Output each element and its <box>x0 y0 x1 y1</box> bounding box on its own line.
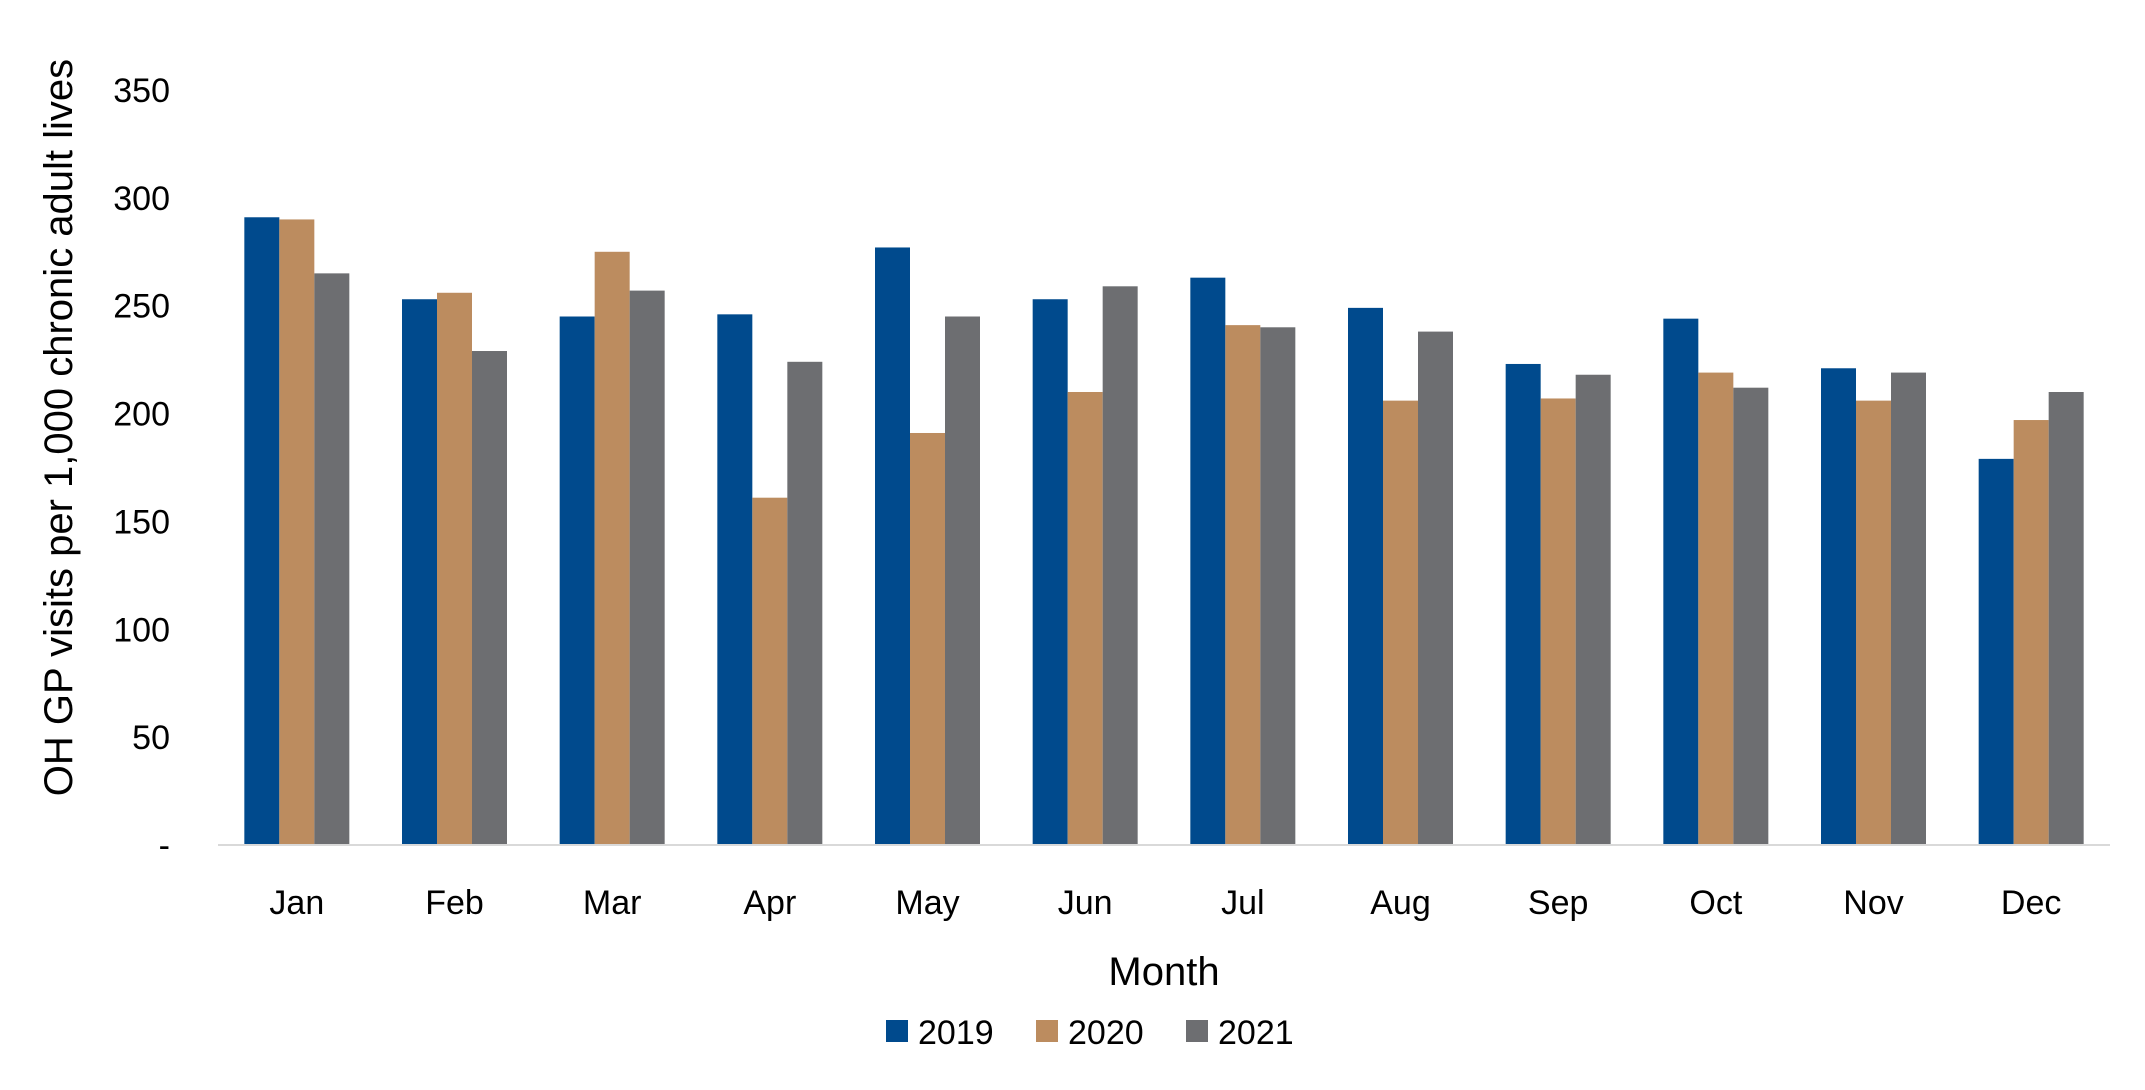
bar-2021-jun <box>1102 286 1138 845</box>
legend-swatch-2019 <box>886 1020 908 1042</box>
bar-2019-jul <box>1190 277 1226 845</box>
bar-2019-oct <box>1663 318 1699 845</box>
bar-2021-mar <box>629 290 665 845</box>
bar-2020-apr <box>752 497 788 845</box>
legend-swatch-2020 <box>1036 1020 1058 1042</box>
legend-label-2019: 2019 <box>918 1014 994 1052</box>
bar-2019-nov <box>1821 368 1856 845</box>
bar-2019-sep <box>1505 363 1541 845</box>
bar-2021-jan <box>314 273 350 845</box>
y-axis-ticks: - 50 100 150 200 250 300 350 <box>113 72 170 865</box>
y-tick-label: 150 <box>113 503 170 541</box>
bar-2021-nov <box>1891 372 1926 845</box>
x-axis-title: Month <box>1108 950 1219 994</box>
bar-2019-aug <box>1348 307 1383 845</box>
bar-2020-mar <box>594 251 630 846</box>
bar-2021-apr <box>787 361 823 845</box>
bar-2021-oct <box>1733 387 1769 845</box>
x-tick-label: Dec <box>2001 884 2061 922</box>
legend-label-2021: 2021 <box>1218 1014 1294 1052</box>
y-tick-label: 350 <box>113 72 170 110</box>
bar-2019-mar <box>559 316 595 845</box>
bar-2019-may <box>875 247 910 846</box>
x-axis-ticks: Jan Feb Mar Apr May Jun Jul Aug Sep Oct Nov Dec <box>269 884 2061 922</box>
bar-2020-nov <box>1856 400 1891 845</box>
bar-2020-may <box>910 432 945 845</box>
y-tick-label: 100 <box>113 611 170 649</box>
x-tick-label: Jan <box>269 884 324 922</box>
legend-swatch-2021 <box>1186 1020 1208 1042</box>
y-tick-label: - <box>159 827 170 865</box>
y-tick-label: 200 <box>113 396 170 434</box>
bar-2019-jun <box>1032 299 1068 845</box>
legend: 2019 2020 2021 <box>886 1014 1294 1052</box>
bar-2020-feb <box>437 292 472 845</box>
x-tick-label: Feb <box>425 884 484 922</box>
bar-2020-sep <box>1540 398 1576 845</box>
bar-2019-dec <box>1978 458 2014 845</box>
y-tick-label: 50 <box>132 719 170 757</box>
y-tick-label: 250 <box>113 288 170 326</box>
bar-2020-oct <box>1698 372 1734 845</box>
bar-2021-dec <box>2048 392 2084 845</box>
bar-2021-may <box>945 316 980 845</box>
bar-2020-jan <box>279 219 315 845</box>
x-tick-label: Jul <box>1221 884 1264 922</box>
legend-label-2020: 2020 <box>1068 1014 1144 1052</box>
x-tick-label: Jun <box>1058 884 1113 922</box>
x-tick-label: Aug <box>1370 884 1431 922</box>
bar-2020-jun <box>1067 392 1103 845</box>
bar-2020-dec <box>2013 420 2049 845</box>
bar-2019-jan <box>244 217 280 845</box>
x-tick-label: Sep <box>1528 884 1589 922</box>
bar-2020-jul <box>1225 325 1261 845</box>
bar-2019-feb <box>402 299 437 845</box>
bar-2021-feb <box>472 351 507 845</box>
x-tick-label: Apr <box>743 884 796 922</box>
x-tick-label: Mar <box>583 884 642 922</box>
bar-2021-jul <box>1260 327 1296 845</box>
bar-2021-sep <box>1575 374 1611 845</box>
y-axis-title: OH GP visits per 1,000 chronic adult liv… <box>37 59 81 796</box>
y-tick-label: 300 <box>113 180 170 218</box>
bar-2019-apr <box>717 314 753 846</box>
x-tick-label: May <box>895 884 959 922</box>
bar-2020-aug <box>1383 400 1418 845</box>
bars-layer <box>244 217 2084 846</box>
bar-2021-aug <box>1418 331 1453 846</box>
x-tick-label: Nov <box>1843 884 1903 922</box>
x-tick-label: Oct <box>1689 884 1742 922</box>
